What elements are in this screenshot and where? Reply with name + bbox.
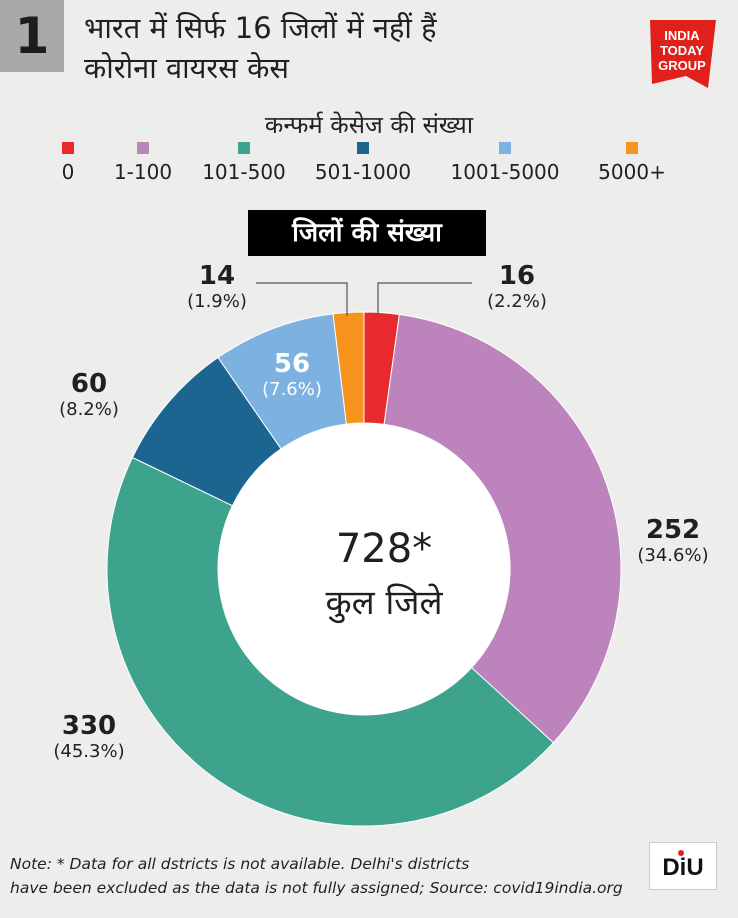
center-label: कुल जिले [325, 583, 443, 623]
slice-value: 330 [61, 711, 117, 741]
footnote-line-1: Note: * Data for all dstricts is not ava… [10, 855, 470, 873]
leader-line-5 [256, 282, 348, 316]
legend-label: 1-100 [113, 160, 173, 184]
title-line-2: कोरोना वायरस केस [84, 51, 289, 85]
legend-swatch [626, 142, 638, 154]
legend-label: 0 [61, 160, 75, 184]
slice-label-3: 60 (8.2%) [29, 369, 149, 421]
slice-percent: (34.6%) [637, 544, 709, 566]
legend-label: 501-1000 [314, 160, 412, 184]
legend-item-1: 1-100 [78, 142, 208, 184]
legend-swatch [499, 142, 511, 154]
slice-percent: (8.2%) [59, 398, 119, 420]
footnote: Note: * Data for all dstricts is not ava… [10, 852, 630, 900]
page-title: भारत में सिर्फ 16 जिलों में नहीं हैं कोर… [84, 8, 604, 88]
slice-label-2: 330 (45.3%) [29, 711, 149, 763]
india-today-group-logo: INDIA TODAY GROUP [650, 20, 716, 88]
legend-label: 1001-5000 [450, 160, 560, 184]
center-total: 728* [335, 526, 433, 572]
legend-title: कन्फर्म केसेज की संख्या [264, 111, 474, 139]
slice-label-5: 14 (1.9%) [157, 261, 277, 313]
slice-value: 14 [198, 261, 236, 291]
slice-percent: (2.2%) [487, 290, 547, 312]
legend-label: 101-500 [202, 160, 286, 184]
diu-logo-text: DiU [662, 854, 703, 881]
logo-line-2: TODAY [660, 43, 704, 58]
legend-swatch [62, 142, 74, 154]
legend-swatch [238, 142, 250, 154]
chart-subtitle: जिलों की संख्या [248, 210, 486, 256]
logo-line-3: GROUP [658, 58, 706, 73]
legend-item-4: 1001-5000 [440, 142, 570, 184]
legend-label: 5000+ [598, 160, 666, 184]
donut-hole [218, 423, 510, 715]
slice-value: 252 [645, 515, 701, 545]
slice-percent: (1.9%) [187, 290, 247, 312]
slice-label-4: 56 (7.6%) [232, 349, 352, 401]
diu-logo: DiU [649, 842, 717, 890]
slice-percent: (45.3%) [53, 740, 125, 762]
slice-label-0: 16 (2.2%) [457, 261, 577, 313]
legend-item-2: 101-500 [179, 142, 309, 184]
legend-item-5: 5000+ [567, 142, 697, 184]
slice-percent: (7.6%) [262, 378, 322, 400]
slice-label-1: 252 (34.6%) [613, 515, 733, 567]
title-line-1: भारत में सिर्फ 16 जिलों में नहीं हैं [84, 11, 437, 45]
legend-swatch [137, 142, 149, 154]
footnote-line-2: have been excluded as the data is not fu… [10, 879, 623, 897]
legend-swatch [357, 142, 369, 154]
slice-value: 16 [498, 261, 536, 291]
slice-value: 56 [273, 349, 311, 379]
slice-value: 60 [70, 369, 108, 399]
legend-item-3: 501-1000 [298, 142, 428, 184]
chart-number-badge: 1 [0, 0, 64, 72]
logo-line-1: INDIA [664, 28, 700, 43]
leader-line-0 [377, 282, 472, 314]
legend-item-0: 0 [3, 142, 133, 184]
